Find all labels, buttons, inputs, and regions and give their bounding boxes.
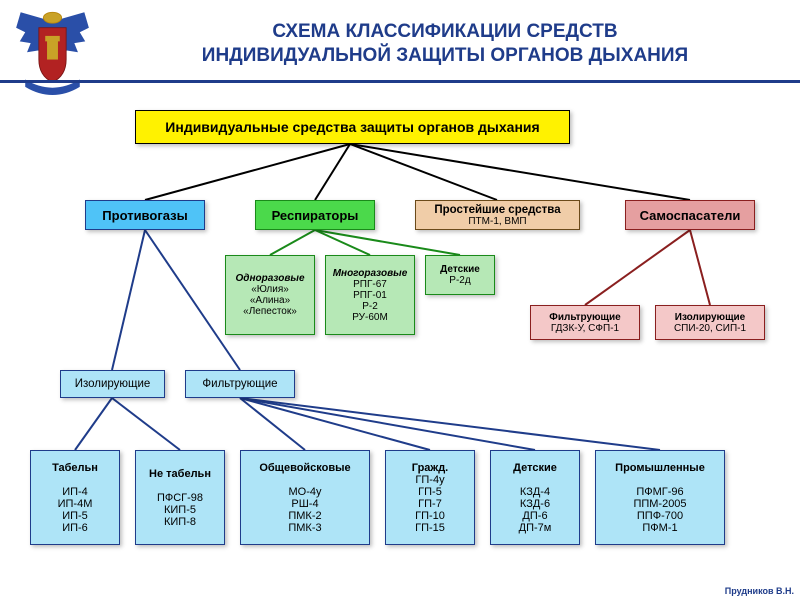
node-line: КИП-5 [164, 504, 196, 516]
node-label-top: Не табельн [149, 468, 211, 480]
node-line: РПГ-01 [353, 290, 387, 301]
node-root: Индивидуальные средства защиты органов д… [135, 110, 570, 144]
node-line: ПФМ-1 [642, 522, 677, 534]
node-label: Фильтрующие [202, 378, 277, 390]
node-resp_disposable: Одноразовые«Юлия»«Алина»«Лепесток» [225, 255, 315, 335]
node-line: МО-4у [289, 486, 322, 498]
node-label-top: Изолирующие [675, 312, 746, 323]
node-line: КИП-8 [164, 516, 196, 528]
node-line: ПФСГ-98 [157, 492, 203, 504]
node-label-top: Гражд. [412, 462, 449, 474]
node-label: Изолирующие [75, 378, 151, 390]
node-label: Противогазы [102, 208, 187, 223]
node-leaf_kids: Детские КЗД-4КЗД-6ДП-6ДП-7м [490, 450, 580, 545]
node-selfrescue: Самоспасатели [625, 200, 755, 230]
title-underline [0, 80, 800, 83]
node-resp: Респираторы [255, 200, 375, 230]
node-line: ГДЗК-У, СФП-1 [551, 323, 619, 334]
node-leaf_tabeln: Табельн ИП-4ИП-4МИП-5ИП-6 [30, 450, 120, 545]
node-label: Респираторы [272, 208, 359, 223]
node-line: СПИ-20, СИП-1 [674, 323, 746, 334]
node-line: ГП-7 [418, 498, 442, 510]
node-line: ИП-4 [62, 486, 88, 498]
node-line: «Юлия» [251, 284, 289, 295]
node-simple: Простейшие средстваПТМ-1, ВМП [415, 200, 580, 230]
node-label-top: Общевойсковые [259, 462, 350, 474]
node-line: «Лепесток» [243, 306, 297, 317]
node-label-top: Детские [440, 264, 480, 275]
node-sr_filter: ФильтрующиеГДЗК-У, СФП-1 [530, 305, 640, 340]
node-line: КЗД-6 [520, 498, 550, 510]
node-resp_kids: ДетскиеР-2д [425, 255, 495, 295]
emblem [5, 5, 100, 105]
node-line: «Алина» [250, 295, 290, 306]
node-label-bot: ПТМ-1, ВМП [468, 216, 526, 227]
node-leaf_civil: Гражд.ГП-4уГП-5ГП-7ГП-10ГП-15 [385, 450, 475, 545]
footer-author: Прудников В.Н. [725, 586, 794, 596]
node-leaf_industrial: Промышленные ПФМГ-96ППМ-2005ППФ-700ПФМ-1 [595, 450, 725, 545]
node-line: Р-2 [362, 301, 378, 312]
node-line: КЗД-4 [520, 486, 550, 498]
node-gm_filter: Фильтрующие [185, 370, 295, 398]
node-line: ИП-4М [58, 498, 93, 510]
node-line: ППМ-2005 [633, 498, 686, 510]
node-line [658, 474, 661, 486]
node-line [178, 480, 181, 492]
node-leaf_army: Общевойсковые МО-4уРШ-4ПМК-2ПМК-3 [240, 450, 370, 545]
node-line: ДП-7м [519, 522, 552, 534]
node-label-top: Простейшие средства [434, 204, 560, 216]
node-gasmask: Противогазы [85, 200, 205, 230]
node-label-top: Детские [513, 462, 557, 474]
node-line: ДП-6 [522, 510, 547, 522]
node-label: Индивидуальные средства защиты органов д… [165, 119, 539, 135]
node-line: РПГ-67 [353, 279, 387, 290]
node-line: ППФ-700 [637, 510, 683, 522]
node-label-top: Табельн [52, 462, 98, 474]
title-line-2: ИНДИВИДУАЛЬНОЙ ЗАЩИТЫ ОРГАНОВ ДЫХАНИЯ [100, 44, 790, 68]
node-line: РУ-60М [352, 312, 388, 323]
node-line: ГП-4у [415, 474, 444, 486]
node-line: ГП-15 [415, 522, 445, 534]
page-title: СХЕМА КЛАССИФИКАЦИИ СРЕДСТВ ИНДИВИДУАЛЬН… [100, 20, 790, 68]
node-line: ГП-10 [415, 510, 445, 522]
node-line: ПМК-3 [288, 522, 321, 534]
node-line: ИП-5 [62, 510, 88, 522]
node-label-top: Фильтрующие [549, 312, 620, 323]
node-line [533, 474, 536, 486]
node-line: ГП-5 [418, 486, 442, 498]
node-resp_reusable: МногоразовыеРПГ-67РПГ-01Р-2РУ-60М [325, 255, 415, 335]
node-gm_isolate: Изолирующие [60, 370, 165, 398]
node-line: РШ-4 [291, 498, 318, 510]
node-line [303, 474, 306, 486]
node-label-top: Промышленные [615, 462, 705, 474]
node-label: Самоспасатели [640, 208, 741, 223]
node-line: ПМК-2 [288, 510, 321, 522]
title-line-1: СХЕМА КЛАССИФИКАЦИИ СРЕДСТВ [100, 20, 790, 44]
node-line: Р-2д [449, 275, 470, 286]
node-line: ИП-6 [62, 522, 88, 534]
node-line [73, 474, 76, 486]
node-line: ПФМГ-96 [636, 486, 683, 498]
node-label-top: Многоразовые [333, 268, 408, 279]
node-sr_isolate: ИзолирующиеСПИ-20, СИП-1 [655, 305, 765, 340]
node-leaf_netabeln: Не табельн ПФСГ-98КИП-5КИП-8 [135, 450, 225, 545]
node-label-top: Одноразовые [236, 273, 305, 284]
